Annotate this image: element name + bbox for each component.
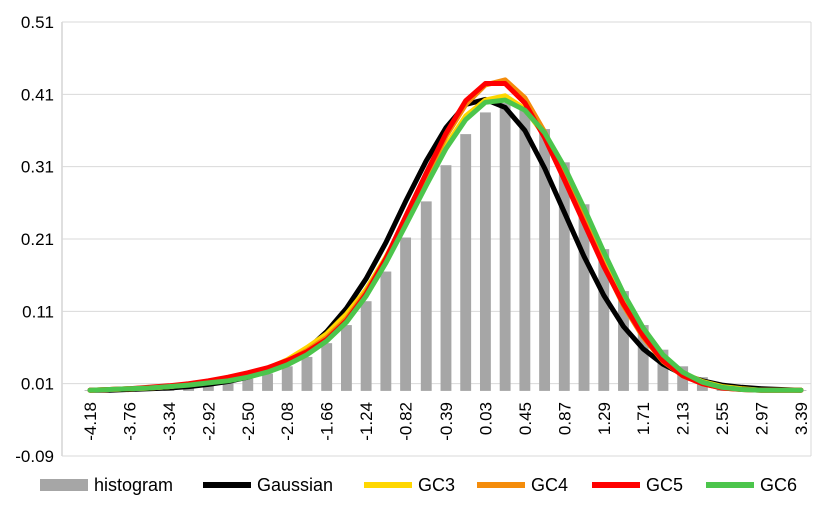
histogram-bar <box>519 108 531 391</box>
histogram-bar <box>281 366 293 391</box>
legend-item-gaussian: Gaussian <box>203 475 333 495</box>
histogram-bar <box>222 382 234 391</box>
x-tick-label: 0.87 <box>555 402 574 435</box>
y-tick-label: 0.41 <box>21 85 54 104</box>
histogram-bar <box>301 356 313 391</box>
histogram-bar <box>558 162 570 391</box>
x-tick-label: -2.50 <box>239 402 258 441</box>
legend-label-histogram: histogram <box>94 475 173 495</box>
legend-label-gc3: GC3 <box>418 475 455 495</box>
x-tick-label: 1.71 <box>634 402 653 435</box>
histogram-bar <box>539 129 551 391</box>
histogram-bar <box>360 301 372 391</box>
x-tick-label: 0.03 <box>476 402 495 435</box>
x-tick-label: 2.97 <box>753 402 772 435</box>
histogram-bar <box>440 165 452 391</box>
legend-item-gc3: GC3 <box>364 475 455 495</box>
x-axis-ticks: -4.18 -3.76 -3.34 -2.92 -2.50 -2.08 -1.66 -1.24… <box>81 402 811 441</box>
x-tick-label: 2.13 <box>674 402 693 435</box>
legend-label-gc5: GC5 <box>646 475 683 495</box>
x-tick-label: 0.45 <box>516 402 535 435</box>
histogram-bar <box>598 249 610 391</box>
x-tick-label: -0.82 <box>397 402 416 441</box>
histogram-bar <box>677 366 689 391</box>
histogram-bar <box>479 112 491 391</box>
histogram-bar <box>637 325 649 391</box>
histogram-bar <box>420 201 432 391</box>
series-lines <box>87 77 804 393</box>
y-tick-label: 0.11 <box>22 302 54 321</box>
legend-item-histogram: histogram <box>40 475 173 495</box>
legend-item-gc6: GC6 <box>706 475 797 495</box>
legend: histogram Gaussian GC3 GC4 GC5 GC6 <box>40 475 797 495</box>
histogram-bar <box>202 384 214 391</box>
histogram-bar <box>460 134 472 391</box>
y-tick-label: 0.21 <box>21 230 54 249</box>
histogram-bar <box>321 343 333 391</box>
histogram-bar <box>499 103 511 391</box>
x-tick-label: 1.29 <box>595 402 614 435</box>
x-tick-label: -3.76 <box>120 402 139 441</box>
x-tick-label: -0.39 <box>437 402 456 441</box>
legend-item-gc4: GC4 <box>477 475 568 495</box>
x-tick-label: -1.66 <box>318 402 337 441</box>
histogram-bar <box>618 291 629 391</box>
y-axis-ticks: 0.51 0.41 0.31 0.21 0.11 0.01 -0.09 <box>15 13 54 466</box>
x-tick-label: -4.18 <box>81 402 100 441</box>
histogram-bar <box>242 378 254 391</box>
histogram-bar <box>380 271 392 391</box>
histogram-bar <box>400 237 412 391</box>
histogram-bar <box>657 349 669 391</box>
y-tick-label: 0.31 <box>21 158 54 177</box>
histogram-bar <box>262 373 273 391</box>
histogram-bars <box>84 103 807 391</box>
x-tick-label: -2.92 <box>199 402 218 441</box>
y-tick-label: -0.09 <box>15 447 54 466</box>
legend-swatch-histogram <box>40 479 88 491</box>
x-tick-label: 2.55 <box>713 402 732 435</box>
legend-label-gc6: GC6 <box>760 475 797 495</box>
legend-item-gc5: GC5 <box>592 475 683 495</box>
x-tick-label: 3.39 <box>792 402 811 435</box>
histogram-bar <box>578 204 590 391</box>
x-tick-label: -3.34 <box>160 402 179 441</box>
legend-label-gaussian: Gaussian <box>257 475 333 495</box>
x-tick-label: -2.08 <box>278 402 297 441</box>
series-line-gc6 <box>87 97 804 393</box>
y-tick-label: 0.51 <box>21 13 54 32</box>
x-tick-label: -1.24 <box>357 402 376 441</box>
y-tick-label: 0.01 <box>21 375 54 394</box>
legend-label-gc4: GC4 <box>531 475 568 495</box>
histogram-bar <box>340 325 352 391</box>
